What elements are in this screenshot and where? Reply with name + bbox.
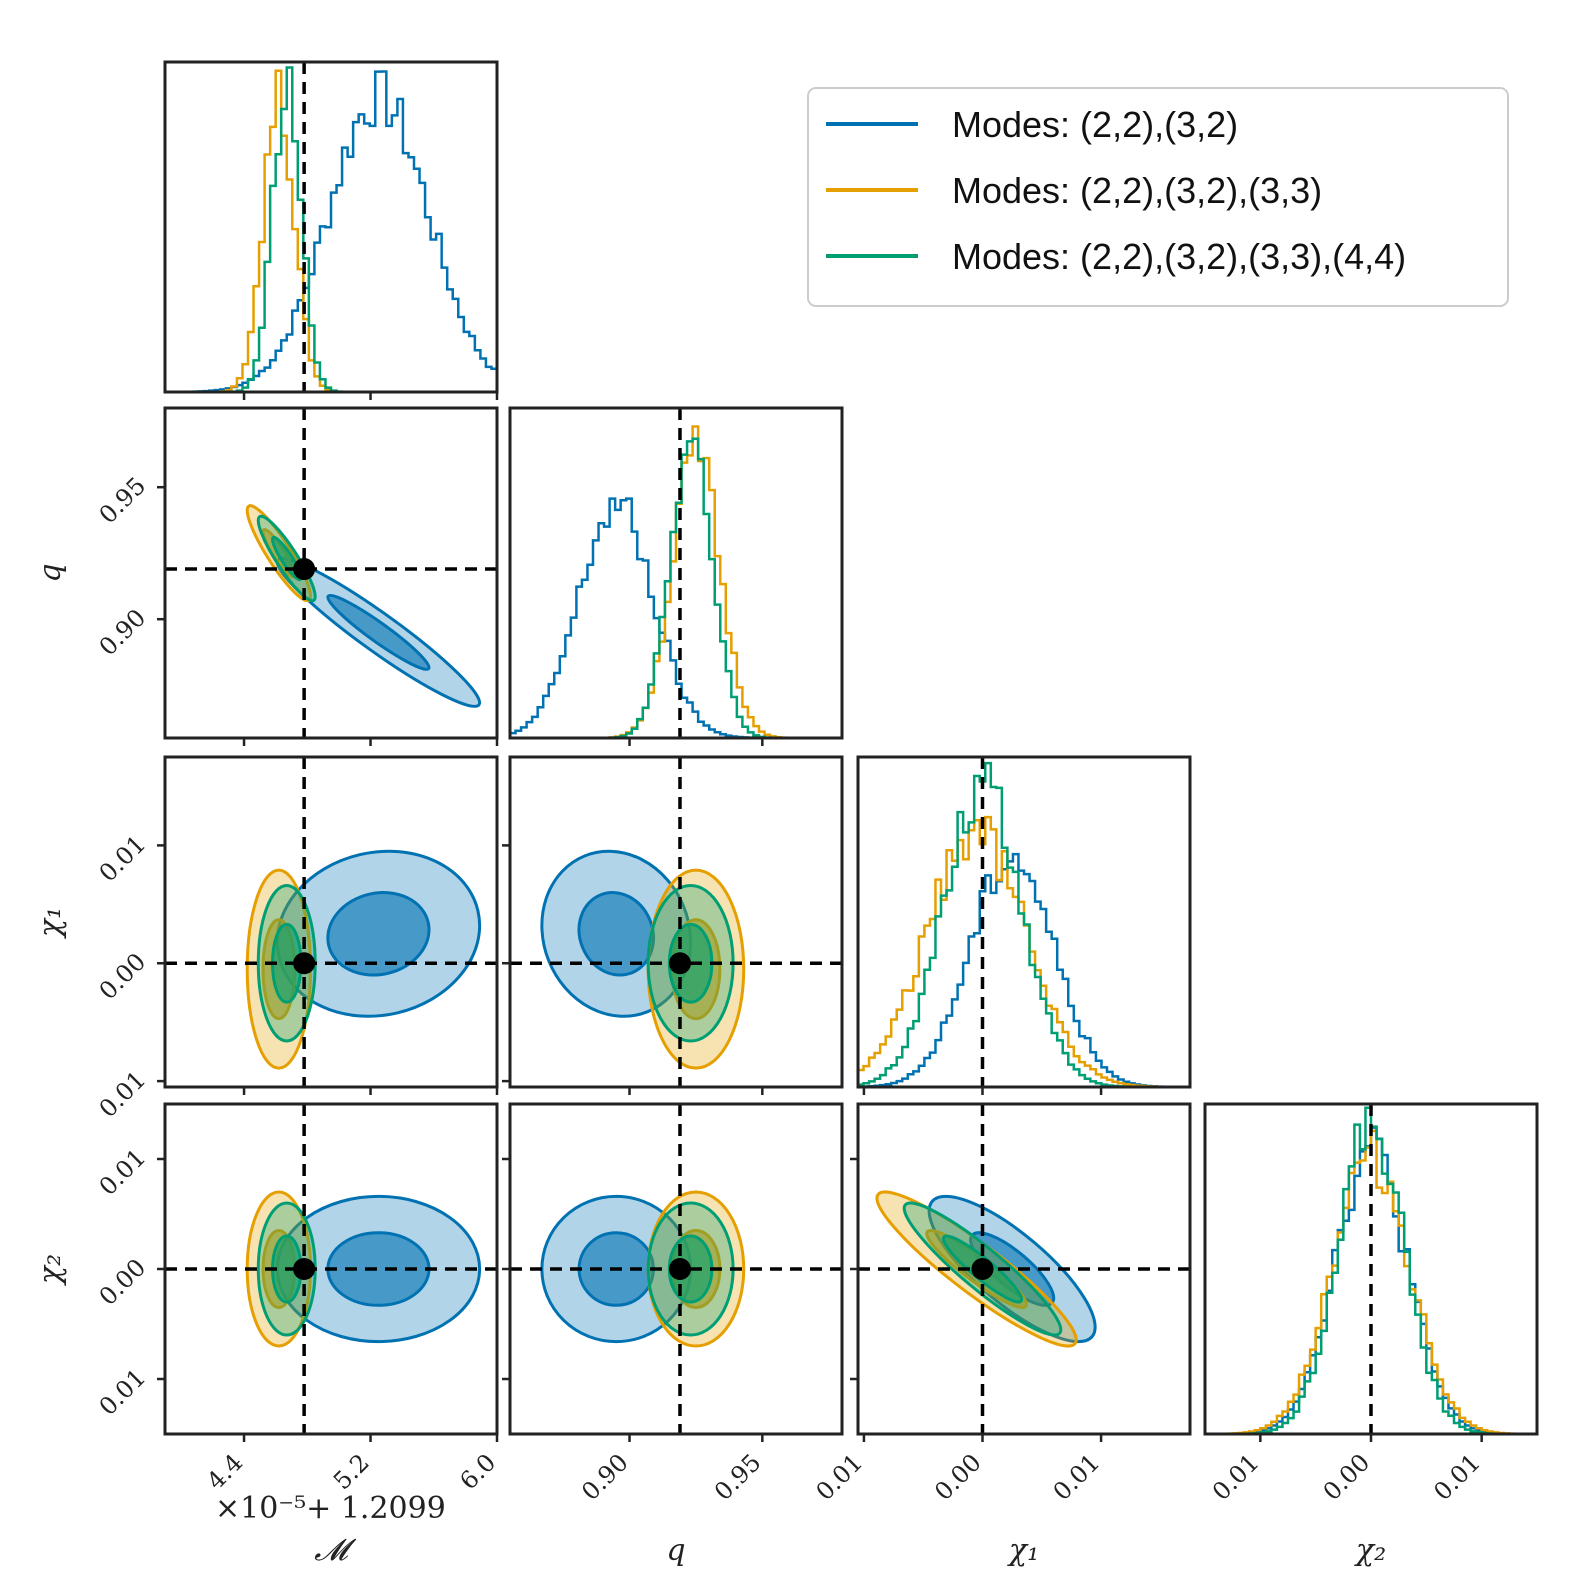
x-tick-label-chi2: 0.01 xyxy=(1428,1448,1486,1506)
y-tick-label-chi1: 0.01 xyxy=(94,1066,152,1124)
truth-marker xyxy=(668,952,691,975)
truth-marker xyxy=(293,952,316,975)
y-tick-label-chi1: 0.01 xyxy=(94,830,152,888)
legend: Modes: (2,2),(3,2) Modes: (2,2),(3,2),(3,… xyxy=(807,87,1509,307)
mass-offset-label: ×10⁻⁵+ 1.2099 xyxy=(215,1491,446,1526)
x-tick-label-chi2: 0.00 xyxy=(1318,1448,1376,1506)
hist-chi2-series-2 xyxy=(1205,1106,1537,1434)
panel-chi2-vs-chi2 xyxy=(1203,1102,1539,1442)
panel-chi2-vs-chi1 xyxy=(850,1102,1192,1442)
x-axis-label-chi2: χ₂ xyxy=(1354,1533,1386,1568)
y-tick-label-q: 0.95 xyxy=(94,472,152,530)
y-tick-label-chi2: 0.01 xyxy=(94,1143,152,1201)
panel-frame xyxy=(163,60,499,394)
x-tick-label-Mc: 6.0 xyxy=(454,1448,501,1495)
truth-marker xyxy=(971,1258,994,1280)
panel-frame xyxy=(856,755,1192,1089)
panel-chi1-vs-chi1 xyxy=(856,755,1192,1095)
panel-chi1-vs-Mc xyxy=(157,755,499,1095)
legend-label-2: Modes: (2,2),(3,2),(3,3),(4,4) xyxy=(952,236,1406,277)
hist-chi1-series-2 xyxy=(858,761,1190,1087)
y-tick-label-chi2: 0.01 xyxy=(94,1363,152,1421)
y-axis-label-q: q xyxy=(33,563,68,582)
x-tick-label-chi1: 0.00 xyxy=(929,1448,987,1506)
x-axis-label-q: q xyxy=(666,1533,685,1568)
panels-layer xyxy=(157,60,1539,1442)
x-tick-label-Mc: 4.4 xyxy=(201,1448,248,1495)
x-tick-label-Mc: 5.2 xyxy=(328,1448,375,1495)
y-tick-label-chi2: 0.00 xyxy=(94,1253,152,1311)
hist-chi2-series-1 xyxy=(1205,1129,1537,1434)
hist-q-series-2 xyxy=(510,437,842,738)
y-tick-label-chi1: 0.00 xyxy=(94,948,152,1006)
panel-frame xyxy=(508,406,844,740)
legend-label-0: Modes: (2,2),(3,2) xyxy=(952,104,1238,145)
panel-frame xyxy=(163,755,499,1089)
x-axis-label-chi1: χ₁ xyxy=(1007,1533,1039,1568)
x-tick-label-chi2: 0.01 xyxy=(1207,1448,1265,1506)
truth-marker xyxy=(293,558,316,581)
panel-chi2-vs-Mc xyxy=(157,1102,499,1442)
panel-frame xyxy=(508,755,844,1089)
legend-label-1: Modes: (2,2),(3,2),(3,3) xyxy=(952,170,1322,211)
panel-q-vs-q xyxy=(508,406,844,746)
hist-q-series-1 xyxy=(510,425,842,738)
x-tick-label-q: 0.90 xyxy=(576,1448,634,1506)
panel-frame xyxy=(163,406,499,740)
contour-chi1-q-series-0-level-1 xyxy=(577,891,655,977)
contour-q-Mc-series-0-level-1 xyxy=(326,593,431,671)
contour-chi1-Mc-series-0-level-1 xyxy=(326,891,431,977)
truth-marker xyxy=(293,1258,316,1280)
x-tick-label-q: 0.95 xyxy=(709,1448,767,1506)
hist-chi1-series-0 xyxy=(858,852,1190,1087)
hist-Mc-series-1 xyxy=(165,69,497,392)
x-axis-label-Mc: 𝓜 xyxy=(314,1533,357,1568)
panel-chi1-vs-q xyxy=(502,755,844,1095)
hist-Mc-series-2 xyxy=(165,66,497,392)
panel-chi2-vs-q xyxy=(502,1102,844,1442)
panel-Mc-vs-Mc xyxy=(163,60,499,400)
y-axis-label-chi1: χ₁ xyxy=(33,907,68,939)
y-tick-label-q: 0.90 xyxy=(94,604,152,662)
truth-marker xyxy=(668,1258,691,1280)
y-axis-label-chi2: χ₂ xyxy=(33,1254,68,1286)
hist-Mc-series-0 xyxy=(165,70,497,392)
legend-frame xyxy=(807,87,1509,307)
x-tick-label-chi1: 0.01 xyxy=(1048,1448,1106,1506)
x-tick-label-chi1: 0.01 xyxy=(811,1448,869,1506)
panel-q-vs-Mc xyxy=(157,406,499,746)
